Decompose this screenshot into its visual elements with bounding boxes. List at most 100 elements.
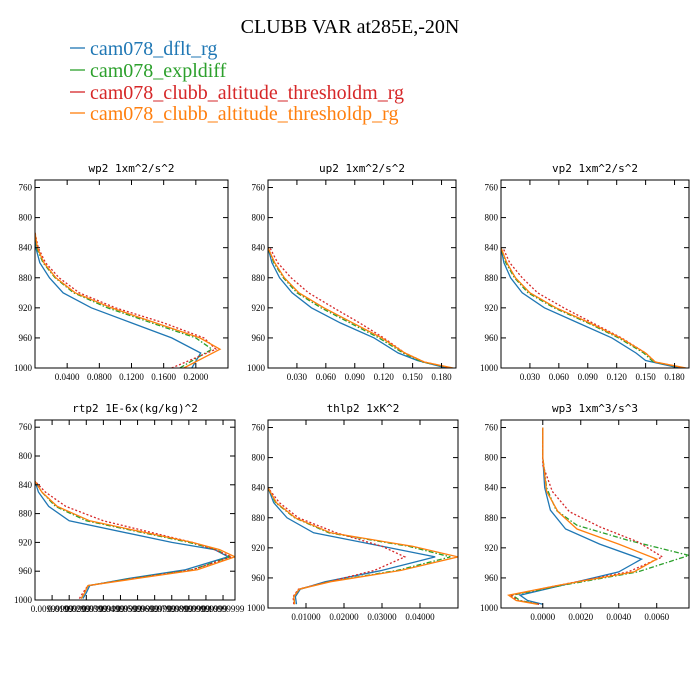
y-tick-label: 760 [485,423,499,433]
series-group [506,427,689,605]
x-tick-label: 0.05999999 [116,604,159,614]
y-tick-label: 960 [252,333,266,343]
x-tick-label: 0.060 [549,372,570,382]
x-tick-label: 0.07999999 [150,604,193,614]
y-tick-label: 920 [252,303,266,313]
y-tick-label: 840 [252,483,266,493]
series-line [508,427,664,605]
y-tick-label: 880 [485,513,499,523]
x-tick-label: 0.01999999 [48,604,91,614]
plot-frame [500,179,690,369]
y-tick-label: 880 [19,509,33,519]
y-tick-label: 800 [252,213,266,223]
y-tick-label: 760 [19,422,33,432]
x-tick-label: 0.00999999 [31,604,74,614]
y-tick-label: 920 [19,303,33,313]
y-tick-label: 1000 [247,363,266,373]
y-tick-label: 960 [485,333,499,343]
x-tick-label: 0.120 [607,372,628,382]
series-line [268,487,451,605]
y-tick-label: 840 [19,480,33,490]
x-tick-label: 0.02000 [329,612,359,622]
y-tick-label: 1000 [480,363,499,373]
panel-title: vp2 1xm^2/s^2 [552,162,638,175]
x-tick-label: 0.090 [345,372,366,382]
y-tick-label: 920 [485,303,499,313]
series-line [35,232,222,368]
y-tick-label: 840 [252,243,266,253]
x-tick-label: 0.150 [402,372,423,382]
legend-entry: cam078_expldiff [70,60,227,82]
y-tick-label: 880 [252,513,266,523]
chart-panel: thlp2 1xK^2 760 800 840 880 920 960 1000 0.01000… [247,402,459,622]
x-tick-label: 0.060 [316,372,337,382]
series-line [268,247,447,368]
x-tick-label: 0.0400 [55,372,80,382]
y-tick-label: 840 [19,243,33,253]
series-group [35,480,235,599]
series-line [35,232,214,368]
legend-label: cam078_dflt_rg [90,38,217,60]
chart-panel: rtp2 1E-6x(kg/kg)^2 760 800 840 880 920 960 100… [14,402,245,614]
series-line [501,247,685,368]
series-group [501,247,687,368]
series-group [35,232,222,368]
x-tick-label: 0.1200 [119,372,144,382]
series-line [268,487,407,605]
x-tick-label: 0.180 [431,372,452,382]
series-line [501,247,680,368]
series-line [268,487,458,605]
y-tick-label: 920 [19,537,33,547]
panel-title: thlp2 1xK^2 [327,402,400,415]
y-tick-label: 880 [485,273,499,283]
x-tick-label: 0.06999999 [133,604,176,614]
y-tick-label: 840 [485,483,499,493]
series-group [268,247,454,368]
x-tick-label: 0.0800 [87,372,112,382]
plot-frame [500,419,690,609]
series-line [35,480,232,599]
y-tick-label: 920 [485,543,499,553]
y-tick-label: 800 [252,453,266,463]
plot-frame [267,419,459,609]
series-line [35,481,230,599]
series-line [501,247,687,368]
y-tick-label: 840 [485,243,499,253]
legend: cam078_dflt_rg cam078_expldiff cam078_cl… [70,38,404,125]
x-tick-label: 0.0020 [568,612,593,622]
series-group [268,487,458,605]
y-tick-label: 760 [252,183,266,193]
x-tick-label: 0.04000 [405,612,435,622]
plot-frame [34,419,236,601]
figure-title: CLUBB VAR at285E,-20N [241,16,460,38]
y-tick-label: 760 [252,423,266,433]
x-tick-label: 0.04999999 [99,604,142,614]
x-tick-label: 0.02999999 [65,604,108,614]
y-tick-label: 760 [485,183,499,193]
panel-title: rtp2 1E-6x(kg/kg)^2 [72,402,198,415]
chart-panel: vp2 1xm^2/s^2 760 800 840 880 920 960 1000 0.030… [480,162,690,382]
x-tick-label: 0.0060 [644,612,669,622]
y-tick-label: 800 [485,453,499,463]
series-line [502,247,685,368]
x-tick-label: 0.09999999 [185,604,228,614]
y-tick-label: 960 [19,566,33,576]
legend-entry: cam078_dflt_rg [70,38,217,60]
panel-title: up2 1xm^2/s^2 [319,162,405,175]
legend-label: cam078_clubb_altitude_thresholdp_rg [90,103,398,125]
series-line [35,232,202,368]
legend-label: cam078_expldiff [90,60,227,82]
x-tick-label: 0.030 [287,372,308,382]
x-tick-label: 0.0040 [606,612,631,622]
chart-panel: up2 1xm^2/s^2 760 800 840 880 920 960 1000 0.030… [247,162,457,382]
x-tick-label: 0.120 [374,372,395,382]
y-tick-label: 800 [19,451,33,461]
y-tick-label: 800 [19,213,33,223]
series-line [35,480,234,599]
series-line [268,247,454,368]
series-line [268,247,452,368]
x-tick-label: 0.180 [664,372,685,382]
x-tick-label: 0.030 [520,372,541,382]
plot-frame [267,179,457,369]
